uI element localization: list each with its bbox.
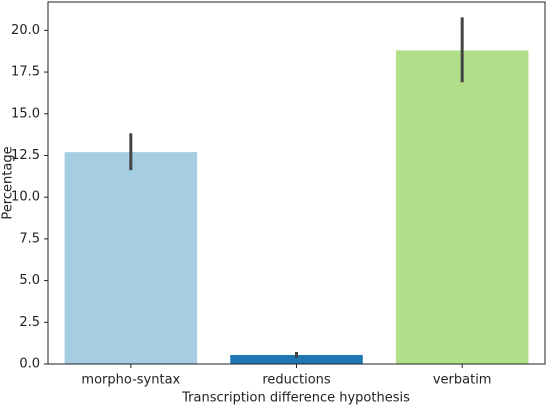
y-tick-label: 20.0 bbox=[11, 23, 40, 38]
y-tick-label: 7.5 bbox=[19, 231, 40, 246]
y-tick-label: 15.0 bbox=[11, 106, 40, 121]
y-tick-label: 12.5 bbox=[11, 148, 40, 163]
y-tick-label: 2.5 bbox=[19, 315, 40, 330]
y-tick-label: 10.0 bbox=[11, 190, 40, 205]
bar bbox=[395, 50, 529, 365]
y-tick-label: 0.0 bbox=[19, 357, 40, 372]
y-tick-label: 17.5 bbox=[11, 65, 40, 80]
x-tick-label: morpho-syntax bbox=[81, 373, 180, 388]
bar bbox=[230, 354, 363, 364]
bar bbox=[64, 152, 198, 364]
x-axis-label: Transcription difference hypothesis bbox=[181, 391, 410, 406]
x-tick-label: verbatim bbox=[433, 373, 492, 388]
x-tick-label: reductions bbox=[262, 373, 331, 388]
y-axis-label: Percentage bbox=[1, 146, 16, 219]
plot-frame bbox=[47, 1, 546, 365]
y-tick-label: 5.0 bbox=[19, 273, 40, 288]
